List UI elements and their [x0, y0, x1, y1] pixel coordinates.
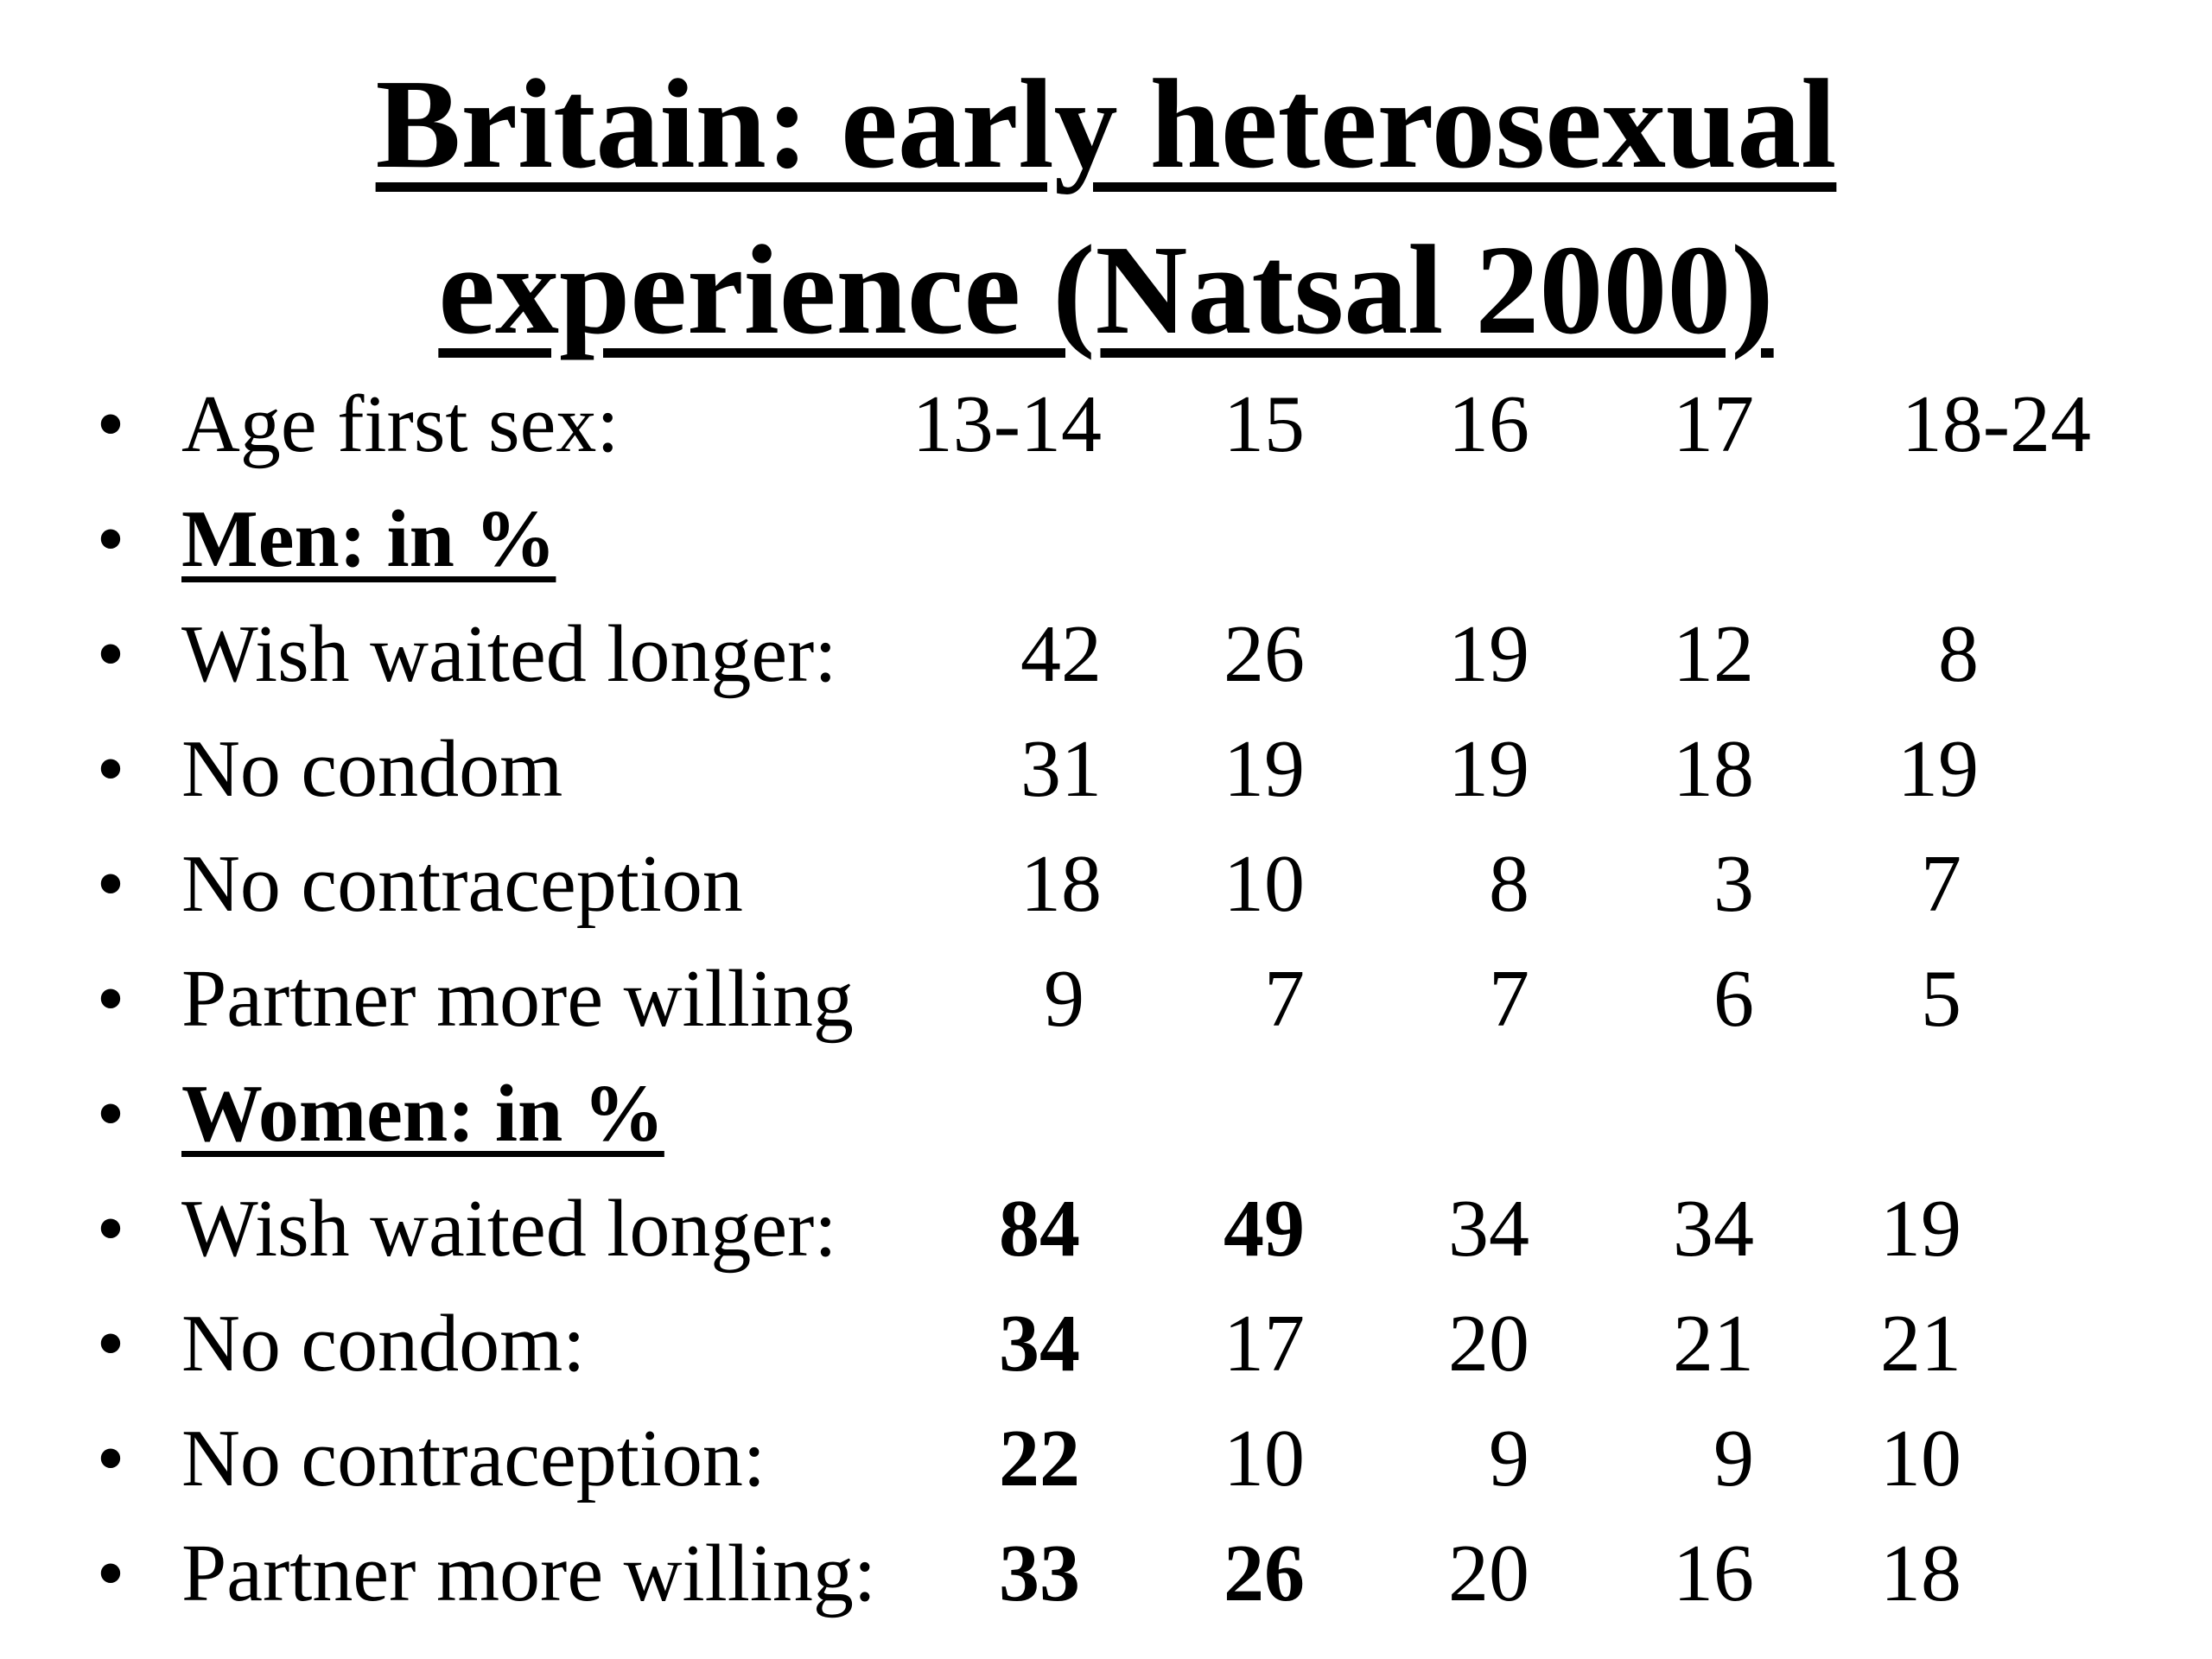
- value-cell: 10: [1224, 839, 1305, 929]
- value-cell: 18: [1673, 724, 1754, 814]
- women-data-row: • Partner more willing: 33 26 20 16 18: [0, 1516, 2212, 1631]
- value-cell: 19: [1224, 724, 1305, 814]
- women-data-row: • No contraception: 22 10 9 9 10: [0, 1402, 2212, 1516]
- value-cell: 7: [1489, 954, 1529, 1044]
- value-cell: 18: [1880, 1529, 1961, 1618]
- bullet: •: [96, 609, 125, 699]
- women-section-row: • Women: in %: [0, 1057, 2212, 1172]
- row-label: No contraception: [181, 839, 743, 929]
- value-cell: 17: [1224, 1299, 1305, 1389]
- value-cell: 6: [1713, 954, 1754, 1044]
- column-header: 18-24: [1901, 379, 2091, 469]
- value-cell: 34: [1673, 1184, 1754, 1274]
- bullet: •: [96, 1184, 125, 1274]
- women-section-heading: Women: in %: [181, 1069, 664, 1159]
- row-label: Partner more willing:: [181, 1529, 877, 1618]
- value-cell: 10: [1880, 1414, 1961, 1503]
- value-cell-highlighted: 49: [1224, 1184, 1305, 1274]
- value-cell-highlighted: 26: [1224, 1529, 1305, 1618]
- women-data-row: • No condom: 34 17 20 21 21: [0, 1287, 2212, 1402]
- value-cell-highlighted: 34: [999, 1299, 1080, 1389]
- value-cell: 3: [1713, 839, 1754, 929]
- row-label: Partner more willing: [181, 954, 854, 1044]
- value-cell: 10: [1224, 1414, 1305, 1503]
- bullet: •: [96, 724, 125, 814]
- title-line-1: Britain: early heterosexual: [375, 54, 1837, 195]
- column-header: 17: [1673, 379, 1754, 469]
- value-cell-highlighted: 84: [999, 1184, 1080, 1274]
- value-cell: 9: [1044, 954, 1084, 1044]
- age-header-label: Age first sex:: [181, 379, 620, 469]
- age-header-row: • Age first sex: 13-14 15 16 17 18-24: [0, 367, 2212, 482]
- value-cell: 21: [1673, 1299, 1754, 1389]
- men-data-row: • Partner more willing 9 7 7 6 5: [0, 942, 2212, 1057]
- men-data-row: • Wish waited longer: 42 26 19 12 8: [0, 597, 2212, 712]
- value-cell: 21: [1880, 1299, 1961, 1389]
- value-cell: 19: [1880, 1184, 1961, 1274]
- bullet: •: [96, 1299, 125, 1389]
- value-cell: 7: [1921, 839, 1961, 929]
- value-cell: 20: [1448, 1529, 1529, 1618]
- value-cell: 19: [1897, 724, 1979, 814]
- bullet: •: [96, 1069, 125, 1159]
- value-cell: 8: [1489, 839, 1529, 929]
- title-line-2: experience (Natsal 2000): [438, 219, 1774, 361]
- column-header: 15: [1224, 379, 1305, 469]
- slide-title: Britain: early heterosexual experience (…: [0, 41, 2212, 373]
- bullet-table: • Age first sex: 13-14 15 16 17 18-24 • …: [0, 367, 2212, 1631]
- value-cell-highlighted: 22: [999, 1414, 1080, 1503]
- bullet: •: [96, 1414, 125, 1503]
- men-section-row: • Men: in %: [0, 482, 2212, 597]
- bullet: •: [96, 379, 125, 469]
- column-header: 13-14: [912, 379, 1102, 469]
- value-cell: 8: [1938, 609, 1979, 699]
- column-header: 16: [1448, 379, 1529, 469]
- row-label: Wish waited longer:: [181, 609, 837, 699]
- value-cell-highlighted: 33: [999, 1529, 1080, 1618]
- value-cell: 16: [1673, 1529, 1754, 1618]
- value-cell: 19: [1448, 724, 1529, 814]
- value-cell: 9: [1713, 1414, 1754, 1503]
- bullet: •: [96, 839, 125, 929]
- value-cell: 7: [1264, 954, 1305, 1044]
- value-cell: 34: [1448, 1184, 1529, 1274]
- value-cell: 18: [1020, 839, 1102, 929]
- bullet: •: [96, 1529, 125, 1618]
- row-label: No condom:: [181, 1299, 586, 1389]
- row-label: No condom: [181, 724, 563, 814]
- value-cell: 9: [1489, 1414, 1529, 1503]
- bullet: •: [96, 494, 125, 584]
- value-cell: 42: [1020, 609, 1102, 699]
- value-cell: 5: [1921, 954, 1961, 1044]
- row-label: No contraception:: [181, 1414, 766, 1503]
- bullet: •: [96, 954, 125, 1044]
- men-data-row: • No condom 31 19 19 18 19: [0, 712, 2212, 827]
- women-data-row: • Wish waited longer: 84 49 34 34 19: [0, 1172, 2212, 1287]
- row-label: Wish waited longer:: [181, 1184, 837, 1274]
- men-data-row: • No contraception 18 10 8 3 7: [0, 827, 2212, 942]
- value-cell: 12: [1673, 609, 1754, 699]
- value-cell: 31: [1020, 724, 1102, 814]
- value-cell: 26: [1224, 609, 1305, 699]
- men-section-heading: Men: in %: [181, 494, 556, 584]
- value-cell: 19: [1448, 609, 1529, 699]
- value-cell: 20: [1448, 1299, 1529, 1389]
